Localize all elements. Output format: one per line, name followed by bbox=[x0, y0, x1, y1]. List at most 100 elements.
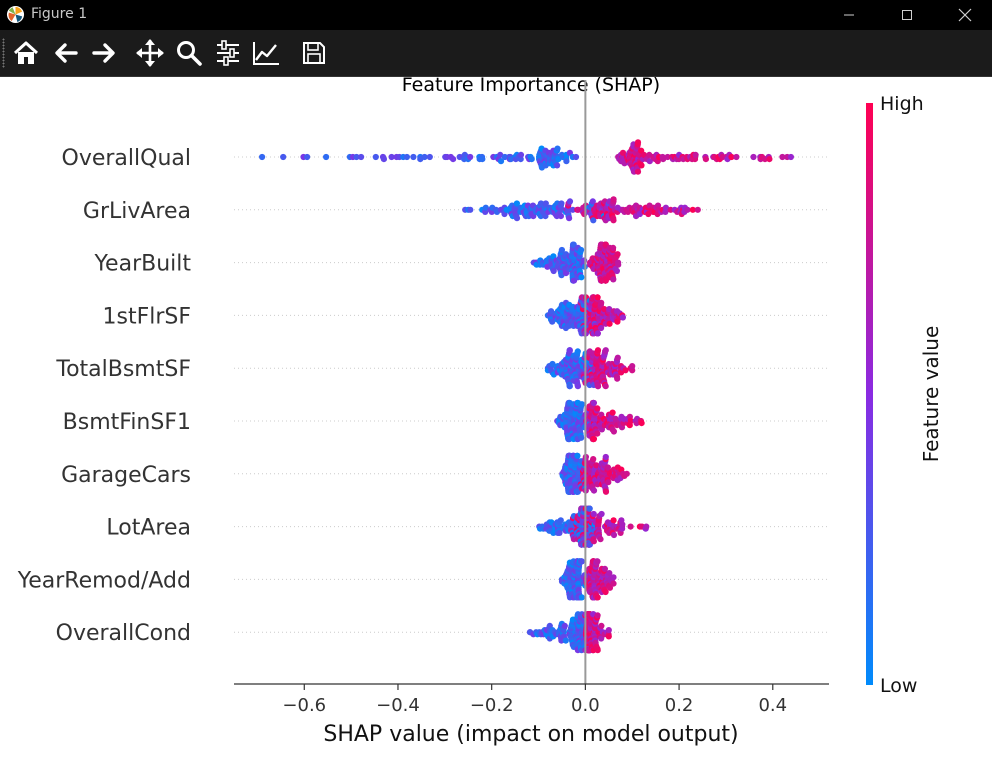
shap-point bbox=[410, 153, 417, 161]
minimize-icon bbox=[844, 14, 854, 16]
shap-point bbox=[594, 330, 602, 337]
chart-title: Feature Importance (SHAP) bbox=[402, 76, 660, 96]
x-tick-label: 0.4 bbox=[758, 695, 787, 716]
feature-label: 1stFlrSF bbox=[102, 304, 191, 329]
shap-point bbox=[766, 156, 773, 163]
shap-point bbox=[590, 435, 597, 443]
sliders-icon bbox=[217, 40, 239, 66]
configure-subplots-button[interactable] bbox=[213, 38, 243, 68]
shap-point bbox=[566, 383, 573, 390]
feature-label: YearRemod/Add bbox=[17, 568, 191, 593]
close-button[interactable] bbox=[936, 0, 992, 30]
shap-point bbox=[643, 523, 650, 530]
back-button[interactable] bbox=[51, 38, 81, 68]
navigation-toolbar bbox=[0, 30, 992, 77]
x-axis-label: SHAP value (impact on model output) bbox=[323, 722, 738, 747]
shap-point bbox=[779, 153, 786, 161]
x-tick-label: −0.4 bbox=[376, 695, 420, 716]
forward-button[interactable] bbox=[89, 38, 119, 68]
feature-label: GarageCars bbox=[61, 463, 191, 488]
shap-points bbox=[259, 139, 795, 654]
shap-point bbox=[610, 531, 618, 539]
shap-point bbox=[562, 637, 569, 644]
feature-label: BsmtFinSF1 bbox=[63, 410, 191, 435]
shap-point bbox=[638, 162, 645, 169]
shap-point bbox=[733, 153, 740, 161]
shap-point bbox=[590, 510, 597, 518]
shap-point bbox=[590, 487, 598, 494]
shap-point bbox=[623, 470, 630, 477]
colorbar-high-label: High bbox=[880, 93, 924, 115]
x-tick-label: −0.6 bbox=[282, 695, 326, 716]
shap-point bbox=[615, 261, 622, 268]
shap-point bbox=[692, 151, 699, 158]
shap-point bbox=[627, 523, 634, 530]
save-button[interactable] bbox=[299, 38, 329, 68]
shap-point bbox=[689, 206, 696, 213]
shap-point bbox=[684, 206, 691, 213]
shap-point bbox=[421, 153, 428, 161]
shap-point bbox=[604, 464, 612, 471]
feature-label: GrLivArea bbox=[83, 199, 191, 224]
shap-point bbox=[597, 536, 604, 543]
shap-point bbox=[702, 156, 710, 163]
shap-point bbox=[578, 401, 586, 408]
shap-point bbox=[558, 200, 565, 207]
shap-point bbox=[561, 622, 568, 630]
shap-point bbox=[662, 204, 670, 211]
shap-point bbox=[578, 274, 585, 281]
shap-point bbox=[622, 367, 629, 374]
shap-point bbox=[610, 276, 617, 283]
window-title: Figure 1 bbox=[31, 6, 88, 22]
shap-point bbox=[557, 517, 564, 524]
arrow-right-icon bbox=[92, 43, 115, 63]
shap-point bbox=[614, 354, 621, 361]
shap-point bbox=[574, 452, 581, 459]
window-titlebar: Figure 1 bbox=[0, 0, 992, 30]
shap-point bbox=[542, 200, 549, 207]
shap-point bbox=[578, 246, 585, 254]
shap-point bbox=[605, 633, 612, 640]
shap-point bbox=[787, 153, 795, 161]
shap-point bbox=[572, 153, 580, 161]
shap-point bbox=[589, 198, 596, 205]
shap-point bbox=[646, 158, 653, 165]
shap-point bbox=[426, 153, 433, 161]
edit-axis-button[interactable] bbox=[251, 38, 281, 68]
maximize-button[interactable] bbox=[878, 0, 936, 30]
feature-label: LotArea bbox=[106, 516, 191, 541]
pan-button[interactable] bbox=[135, 38, 165, 68]
shap-point bbox=[610, 574, 617, 581]
shap-point bbox=[557, 213, 565, 220]
shap-point bbox=[593, 462, 600, 469]
shap-point bbox=[467, 153, 474, 161]
shap-point bbox=[594, 594, 601, 601]
shap-point bbox=[664, 153, 671, 161]
shap-point bbox=[601, 565, 609, 572]
shap-point bbox=[619, 149, 627, 156]
shap-point bbox=[590, 217, 597, 224]
shap-point bbox=[548, 308, 555, 315]
shap-point bbox=[497, 158, 505, 165]
shap-point bbox=[578, 434, 585, 441]
shap-point bbox=[513, 200, 521, 207]
shap-point bbox=[614, 251, 621, 258]
shap-point bbox=[594, 294, 601, 301]
shap-point bbox=[574, 348, 581, 355]
shap-point bbox=[602, 488, 610, 495]
shap-point bbox=[598, 324, 605, 332]
home-button[interactable] bbox=[11, 38, 41, 68]
shap-point bbox=[594, 558, 601, 565]
toolbar-grip[interactable] bbox=[2, 38, 5, 68]
shap-point bbox=[517, 151, 525, 158]
zoom-button[interactable] bbox=[174, 38, 204, 68]
matplotlib-logo-icon bbox=[6, 5, 25, 24]
shap-point bbox=[578, 558, 585, 565]
shap-point bbox=[594, 347, 602, 354]
maximize-icon bbox=[902, 10, 912, 20]
shap-point bbox=[479, 156, 486, 163]
shap-point bbox=[403, 153, 410, 161]
minimize-button[interactable] bbox=[820, 0, 878, 30]
shap-point bbox=[569, 206, 576, 213]
shap-point bbox=[304, 153, 311, 161]
